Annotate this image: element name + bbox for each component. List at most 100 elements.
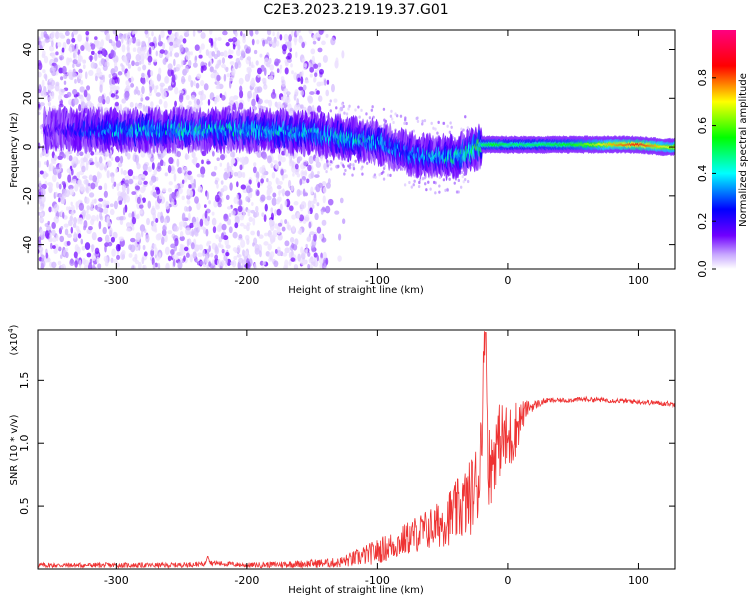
spectrogram-cell (318, 95, 323, 103)
spectrogram-cell (58, 183, 62, 190)
spectrogram-cell (260, 174, 266, 179)
spectrogram-cell (281, 173, 285, 181)
spectrogram-cell (210, 73, 215, 79)
spectrogram-cell (109, 84, 115, 90)
spectrogram-cell (62, 41, 67, 50)
spectrogram-cell (77, 34, 82, 42)
spectrogram-cell (127, 47, 130, 55)
spectrogram-cell (266, 195, 272, 201)
spectrogram-cell (167, 255, 172, 262)
spectrogram-cell (149, 85, 153, 93)
spectrogram-cell (348, 166, 352, 170)
spectrogram-cell (193, 178, 196, 188)
spectrogram-cell (272, 229, 278, 238)
spectrogram-cell (60, 263, 67, 269)
spectrogram-cell (316, 255, 319, 262)
spectrogram-cell (92, 175, 98, 183)
spectrogram-cell (434, 191, 437, 195)
spectrogram-cell (300, 76, 304, 85)
spectrogram-cell (268, 99, 273, 108)
spectrogram-cell (386, 173, 390, 177)
spectrogram-cell (47, 84, 51, 91)
spectrogram-cell (295, 51, 298, 58)
spectrogram-cell (49, 85, 55, 90)
spectrogram-cell (135, 38, 141, 47)
spectrogram-cell (374, 175, 377, 179)
spectrogram-cell (307, 210, 311, 215)
spectrogram-cell (188, 100, 192, 106)
spectrogram-cell (91, 232, 97, 241)
spectrogram-cell (264, 203, 268, 212)
spectrogram-cell (392, 120, 395, 125)
spectrogram-cell (222, 185, 228, 192)
spectrogram-cell (94, 75, 98, 82)
spectrogram-cell (122, 207, 126, 216)
spectrogram-cell (108, 73, 112, 79)
spectrogram-cell (138, 60, 142, 65)
spectrogram-cell (111, 73, 118, 78)
spectrogram-cell (158, 98, 163, 105)
spectrogram-cell (73, 231, 77, 240)
spectrogram-cell (343, 172, 346, 176)
spectrogram-cell (170, 248, 175, 255)
spectrogram-cell (327, 178, 331, 185)
spectrogram-cell (286, 41, 292, 50)
spectrogram-cell (252, 242, 255, 247)
spectrogram-cell (256, 94, 259, 103)
spectrogram-cell (423, 176, 426, 180)
spectrogram-cell (169, 193, 173, 202)
spectrogram-cell (57, 260, 62, 266)
spectrogram-cell (226, 73, 231, 78)
spectrogram-cell (174, 237, 179, 247)
spectrogram-cell (234, 222, 239, 229)
spectrogram-cell (143, 46, 147, 53)
spectrogram-cell (201, 150, 207, 157)
spectrogram-cell (446, 124, 449, 128)
spectrogram-cell (221, 248, 225, 254)
spectrogram-cell (114, 101, 120, 107)
spectrogram-cell (229, 61, 235, 66)
spectrogram-cell (219, 51, 225, 57)
spectrogram-cell (73, 251, 78, 259)
spectrogram-cell (132, 175, 136, 180)
spectrogram-cell (90, 244, 95, 250)
spectrogram-cell (155, 50, 159, 57)
spectrogram-cell (246, 238, 250, 245)
spectrogram-cell (231, 210, 236, 216)
spectrogram-cell (107, 160, 112, 168)
spectrogram-cell (85, 186, 90, 194)
spectrogram-cell (296, 173, 301, 178)
spectrogram-cell (307, 263, 311, 269)
spectrogram-cell (51, 236, 57, 243)
spectrogram-cell (216, 258, 222, 268)
spectrogram-cell (262, 260, 266, 266)
spectrogram-cell (90, 201, 94, 209)
spectrogram-cell (179, 235, 185, 242)
spectrogram-cell (194, 55, 198, 61)
spectrogram-cell (65, 251, 69, 259)
spectrogram-cell (282, 252, 288, 257)
spectrogram-cell (152, 58, 158, 63)
spectrogram-cell (466, 126, 470, 130)
spectrogram-cell (270, 237, 274, 245)
spectrogram-cell (173, 67, 177, 73)
spectrogram-cell (232, 43, 236, 50)
spectrogram-cell (143, 264, 147, 269)
spectrogram-cell (139, 47, 145, 52)
spectrogram-cell (190, 242, 195, 250)
spectrogram-cell (222, 235, 229, 241)
spectrogram-cell (316, 226, 322, 234)
spectrogram-cell (82, 64, 86, 70)
spectrogram-cell (136, 213, 140, 220)
spectrogram-cell (244, 250, 249, 257)
spectrogram-cell (277, 101, 282, 108)
spectrogram-cell (103, 166, 107, 170)
spectrogram-cell (314, 174, 320, 178)
spectrogram-cell (131, 217, 137, 225)
spectrogram-cell (114, 155, 120, 163)
spectrogram-cell (109, 208, 115, 216)
spectrogram-cell (323, 163, 327, 171)
spectrogram-cell (162, 58, 167, 65)
chart-title: C2E3.2023.219.19.37.G01 (263, 2, 448, 18)
